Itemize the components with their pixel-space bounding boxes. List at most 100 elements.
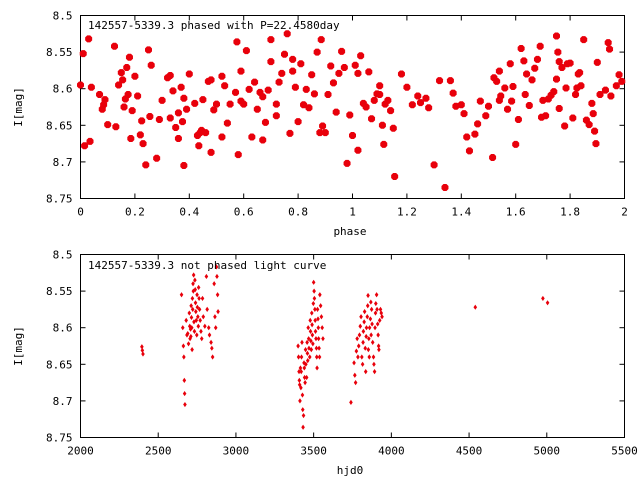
data-point <box>309 310 314 316</box>
data-point <box>606 45 614 53</box>
data-point <box>182 390 187 397</box>
data-point <box>318 292 322 298</box>
data-point <box>357 332 362 338</box>
data-point <box>179 292 184 298</box>
data-point <box>166 72 174 80</box>
data-point <box>369 306 374 312</box>
data-point <box>297 369 301 375</box>
data-point <box>198 317 202 323</box>
data-point <box>189 303 193 309</box>
data-point <box>311 279 316 285</box>
data-point <box>375 306 379 312</box>
data-point <box>226 100 234 108</box>
x-tick-label: 0.2 <box>125 206 145 219</box>
x-tick-label: 5500 <box>611 445 638 458</box>
data-point <box>360 361 365 367</box>
data-point <box>316 336 321 342</box>
data-point <box>562 84 570 92</box>
data-point <box>367 354 372 360</box>
data-point <box>207 76 215 84</box>
data-point <box>261 118 269 126</box>
y-tick-label: 8.55 <box>46 285 73 298</box>
data-point <box>377 347 381 353</box>
data-point <box>140 347 145 353</box>
data-point <box>463 133 471 141</box>
data-point <box>370 96 378 104</box>
data-point <box>316 316 320 322</box>
data-point <box>186 341 191 347</box>
data-point <box>278 69 286 77</box>
y-tick-label: 8.5 <box>53 10 73 23</box>
data-point <box>199 96 207 104</box>
data-point <box>206 325 211 331</box>
data-point <box>174 109 182 117</box>
data-point <box>441 184 449 192</box>
data-point <box>267 58 275 66</box>
data-point <box>189 333 193 340</box>
data-point <box>362 319 366 325</box>
data-point <box>313 306 317 312</box>
data-point <box>139 140 147 148</box>
data-point <box>199 336 204 342</box>
y-tick-label: 8.7 <box>53 156 73 169</box>
data-point <box>366 347 371 353</box>
data-point <box>370 321 374 327</box>
data-point <box>200 295 205 302</box>
data-point <box>180 325 185 331</box>
data-point <box>471 130 479 138</box>
data-point <box>504 105 512 113</box>
unphased-light-curve-panel: 2000 2500 3000 3500 4000 4500 5000 5500 8.5 8.55 8… <box>12 249 638 478</box>
data-point <box>196 284 201 291</box>
data-point <box>329 79 337 87</box>
data-point <box>96 91 104 99</box>
data-point <box>376 91 384 99</box>
x-tick-label: 1.2 <box>397 206 417 219</box>
data-point <box>182 354 186 360</box>
data-point <box>213 314 217 320</box>
data-point <box>615 71 623 79</box>
data-point <box>158 96 166 104</box>
y-tick-label: 8.5 <box>53 249 73 262</box>
data-point <box>190 306 195 312</box>
data-point <box>585 121 593 129</box>
data-point <box>309 338 313 344</box>
data-point <box>533 55 541 63</box>
data-point <box>362 308 367 315</box>
data-point <box>245 85 253 93</box>
data-point <box>259 93 267 101</box>
data-point <box>302 85 310 93</box>
data-point <box>379 310 384 316</box>
data-point <box>312 295 317 302</box>
data-point <box>315 306 320 312</box>
data-point <box>142 161 150 169</box>
data-point <box>346 111 354 119</box>
data-point <box>299 354 304 360</box>
data-point <box>310 332 315 338</box>
data-point <box>363 369 368 375</box>
data-point <box>364 325 369 331</box>
data-point <box>593 58 601 66</box>
data-point <box>308 328 313 334</box>
axis-ticks: 0 0.2 0.4 0.6 0.8 1 1.2 1.4 1.6 1.8 2 8.5 8.55 8.6 8.6… <box>46 10 628 219</box>
data-point <box>194 308 198 315</box>
data-point <box>384 96 392 104</box>
data-point <box>566 59 574 67</box>
data-point <box>302 365 307 371</box>
data-point <box>128 107 136 115</box>
data-point <box>327 62 335 70</box>
data-point <box>298 365 303 371</box>
data-point <box>555 104 563 112</box>
data-points <box>140 264 550 430</box>
data-point <box>612 82 620 90</box>
data-point <box>372 369 377 375</box>
data-point <box>425 104 433 112</box>
data-point <box>531 64 539 72</box>
data-point <box>141 351 145 357</box>
data-point <box>104 121 112 129</box>
data-point <box>378 121 386 129</box>
data-point <box>474 120 482 128</box>
data-point <box>465 147 473 155</box>
data-point <box>592 140 600 148</box>
data-point <box>364 333 368 340</box>
chart-title: 142557-5339.3 phased with P=22.4580day <box>88 19 340 32</box>
